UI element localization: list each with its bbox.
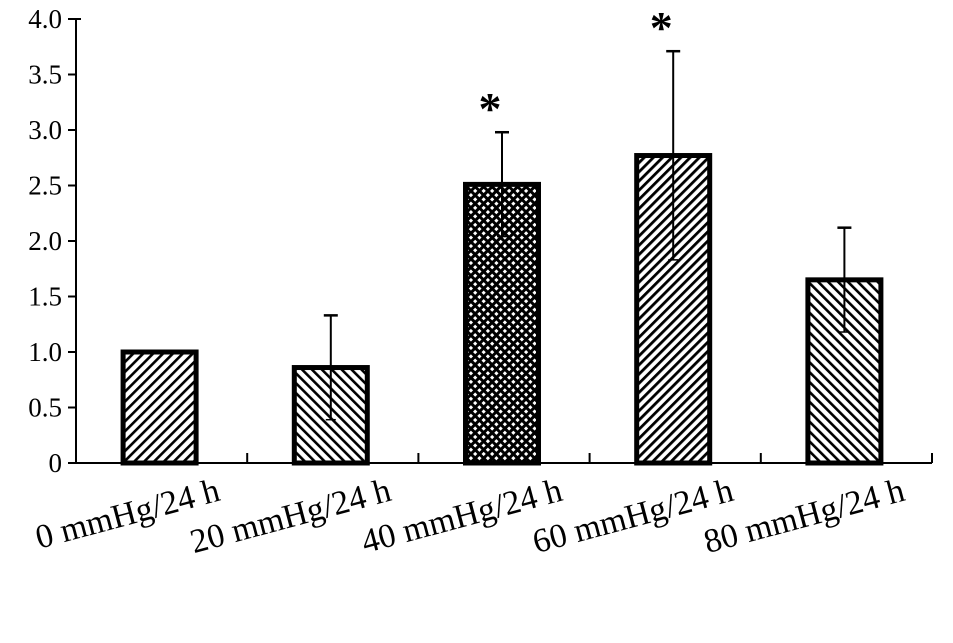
y-tick-label: 1.0 bbox=[28, 337, 62, 367]
y-tick-label: 0 bbox=[49, 448, 63, 478]
y-tick-label: 0.5 bbox=[28, 393, 62, 423]
y-tick-label: 2.5 bbox=[28, 171, 62, 201]
y-tick-label: 2.0 bbox=[28, 226, 62, 256]
significance-marker: * bbox=[650, 2, 673, 53]
y-tick-label: 3.5 bbox=[28, 60, 62, 90]
y-tick-label: 1.5 bbox=[28, 282, 62, 312]
bar bbox=[120, 349, 199, 466]
bar bbox=[805, 277, 884, 466]
axes: 0 0.5 1.0 1.5 2.0 2.5 3.0 3.5 4.0 bbox=[28, 4, 933, 478]
y-tick-label: 3.0 bbox=[28, 115, 62, 145]
significance-marker: * bbox=[479, 83, 502, 134]
y-tick-label: 4.0 bbox=[28, 4, 62, 34]
bars bbox=[120, 49, 884, 466]
bar bbox=[291, 365, 370, 466]
